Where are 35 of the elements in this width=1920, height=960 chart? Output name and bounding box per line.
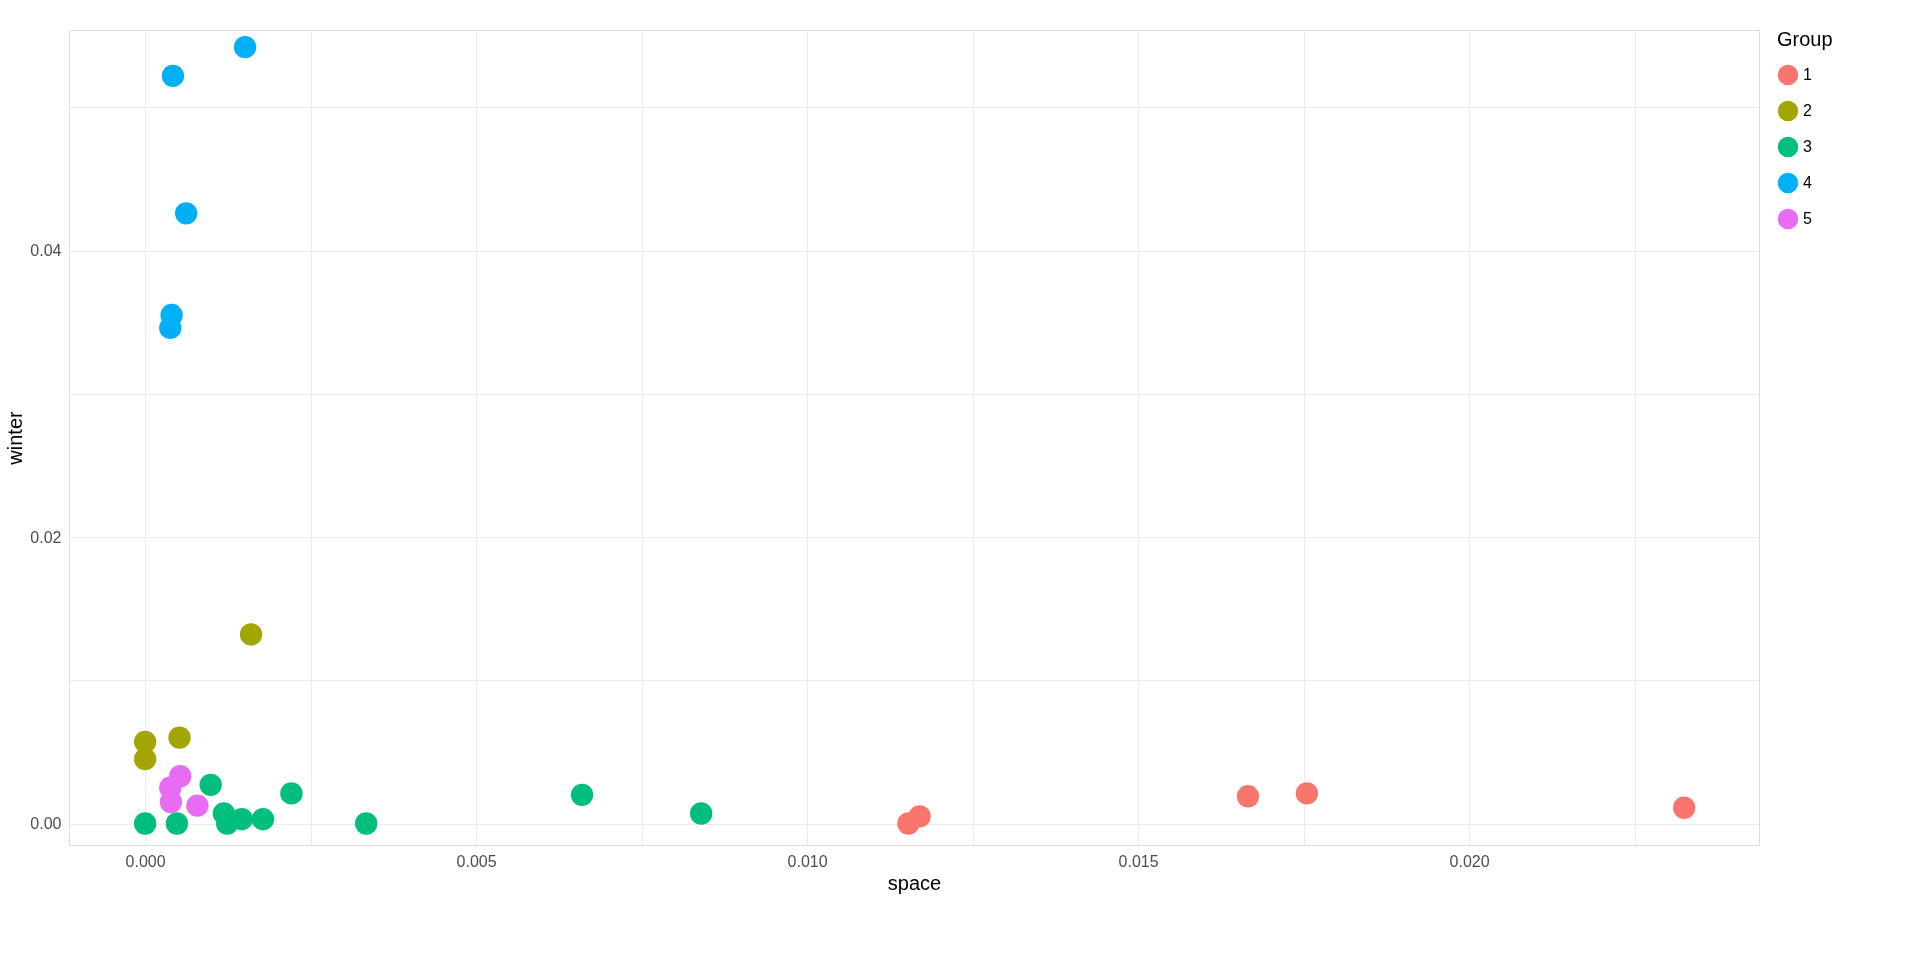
point [1673,796,1696,819]
point [165,812,189,835]
legend-label: 3 [1803,138,1812,155]
point [570,783,594,807]
legend-label: 1 [1803,66,1812,83]
y-axis-title: winter [4,410,27,466]
point [690,802,713,825]
point [239,623,263,646]
point [355,812,378,835]
legend-label: 5 [1803,210,1812,227]
point [161,64,185,87]
legend-title: Group [1777,28,1833,50]
point [280,782,303,805]
y-tick-label: 0.00 [30,815,62,833]
legend-label: 2 [1803,102,1812,119]
point [251,808,275,831]
x-tick-label: 0.015 [1118,852,1159,870]
point [186,794,209,817]
point [1295,782,1319,805]
x-axis-title: space [887,871,942,894]
x-tick-label: 0.000 [125,852,166,870]
x-tick-label: 0.020 [1449,852,1490,870]
x-tick-label: 0.005 [456,852,497,870]
point [1236,785,1260,808]
y-tick-label: 0.04 [30,242,62,260]
x-tick-label: 0.010 [787,852,828,870]
legend-label: 4 [1803,174,1812,191]
point [168,726,191,749]
y-tick-label: 0.02 [30,528,62,546]
point [174,202,198,225]
point [908,805,931,828]
point [233,36,257,59]
point [133,747,157,771]
point [199,773,222,796]
point [133,812,157,835]
